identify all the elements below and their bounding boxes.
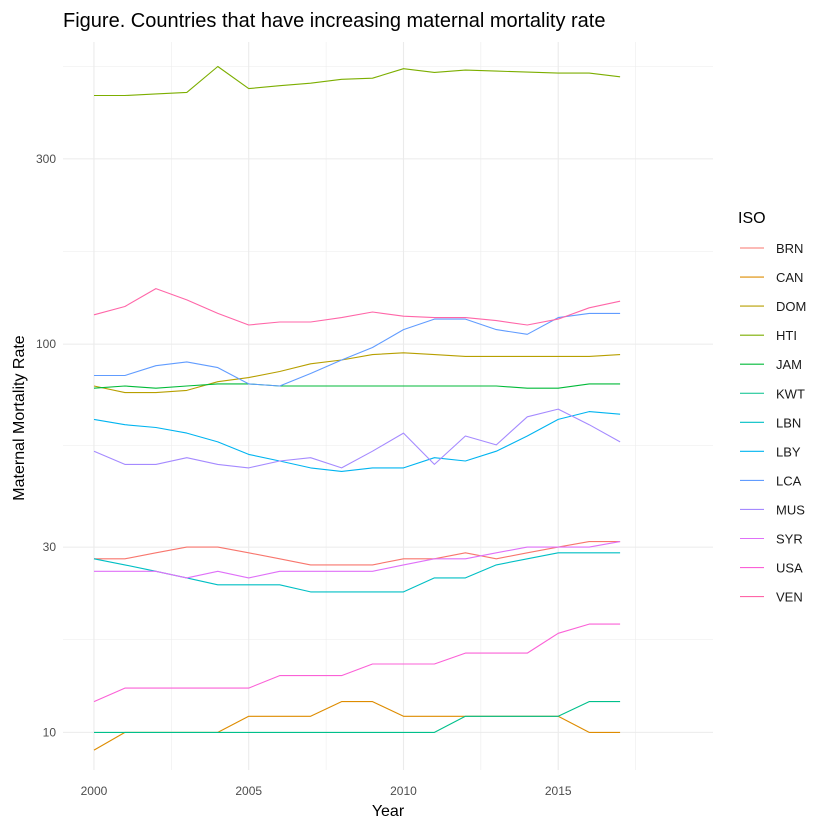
series-line-lca (94, 312, 621, 387)
series-line-jam (93, 383, 621, 389)
series-line-lby (93, 411, 621, 472)
legend-label-mus: MUS (776, 502, 805, 517)
legend-label-brn: BRN (776, 241, 803, 256)
series-line-kwt (94, 701, 621, 733)
series-line-dom (93, 352, 621, 394)
series-line-brn (94, 541, 621, 566)
y-tick-label: 10 (43, 725, 57, 739)
x-tick-label: 2015 (545, 784, 572, 798)
legend-label-kwt: KWT (776, 386, 805, 401)
series-line-can (93, 701, 621, 751)
legend-label-usa: USA (776, 561, 803, 576)
legend-label-dom: DOM (776, 299, 806, 314)
y-tick-label: 300 (36, 152, 56, 166)
plot-area (63, 42, 713, 770)
legend-label-ven: VEN (776, 590, 803, 605)
chart-title: Figure. Countries that have increasing m… (63, 10, 605, 32)
series-line-ven (93, 288, 621, 326)
y-tick-label: 100 (36, 337, 56, 351)
series-line-mus (93, 408, 621, 469)
x-tick-label: 2000 (81, 784, 108, 798)
legend-label-lbn: LBN (776, 415, 801, 430)
series-line-lbn (93, 552, 621, 593)
x-axis: 2000 2005 2010 2015 (81, 784, 572, 798)
legend-label-can: CAN (776, 270, 803, 285)
x-tick-label: 2005 (235, 784, 262, 798)
y-tick-label: 30 (43, 540, 57, 554)
series-line-usa (93, 623, 621, 703)
legend-label-lca: LCA (776, 473, 802, 488)
series-line-hti (94, 65, 621, 97)
series-line-syr (94, 541, 621, 579)
legend: ISO BRN CAN DOM HTI JAM KWT LBN LBY LCA MUS SYR USA… (738, 210, 806, 605)
legend-title: ISO (738, 210, 766, 227)
legend-label-lby: LBY (776, 444, 801, 459)
y-axis-title: Maternal Mortality Rate (11, 335, 28, 500)
x-axis-title: Year (372, 803, 405, 820)
legend-label-hti: HTI (776, 328, 797, 343)
legend-label-jam: JAM (776, 357, 802, 372)
x-tick-label: 2010 (390, 784, 417, 798)
legend-label-syr: SYR (776, 532, 803, 547)
y-axis: 10 30 100 300 (36, 152, 56, 739)
